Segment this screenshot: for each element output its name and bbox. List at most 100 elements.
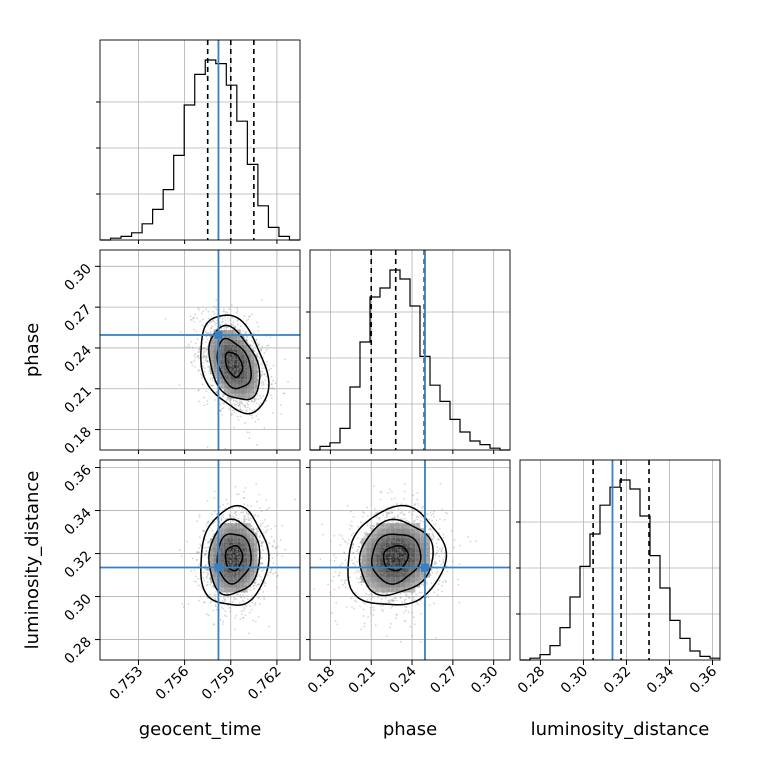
scatter-geocent_time-vs-phase-point-685 [237, 360, 240, 363]
scatter-phase-vs-luminosity_distance-density-cell-6-10 [390, 538, 396, 544]
scatter-geocent_time-vs-phase-point-82 [245, 409, 248, 412]
scatter-phase-vs-luminosity_distance-point-1385 [421, 573, 424, 575]
scatter-phase-vs-luminosity_distance-point-1180 [390, 539, 392, 542]
scatter-phase-vs-luminosity_distance-point-1196 [397, 554, 399, 557]
scatter-phase-vs-luminosity_distance-point-433 [422, 505, 425, 508]
scatter-geocent_time-vs-phase-point-1226 [260, 363, 263, 366]
scatter-geocent_time-vs-phase-density-cell-7-0 [233, 393, 238, 399]
scatter-geocent_time-vs-phase-point-444 [226, 356, 229, 359]
scatter-geocent_time-vs-phase-point-178 [222, 395, 225, 398]
scatter-geocent_time-vs-luminosity_distance-point-115 [242, 594, 244, 597]
scatter-geocent_time-vs-phase-point-580 [236, 319, 239, 321]
scatter-phase-vs-luminosity_distance-density-cell-13-7 [425, 552, 430, 558]
scatter-phase-vs-luminosity_distance-frame [309, 459, 511, 661]
scatter-phase-vs-luminosity_distance-point-1144 [392, 562, 395, 565]
scatter-geocent_time-vs-phase-point-726 [218, 363, 221, 366]
scatter-phase-vs-luminosity_distance-point-115 [426, 543, 429, 546]
scatter-phase-vs-luminosity_distance-point-693 [422, 521, 424, 523]
scatter-phase-vs-luminosity_distance-point-754 [415, 532, 418, 534]
scatter-phase-vs-luminosity_distance-point-357 [408, 568, 411, 571]
scatter-geocent_time-vs-phase-point-732 [226, 355, 228, 358]
scatter-geocent_time-vs-luminosity_distance-point-69 [268, 625, 270, 628]
scatter-geocent_time-vs-luminosity_distance-point-1028 [214, 559, 217, 562]
scatter-phase-vs-luminosity_distance-point-756 [364, 602, 367, 605]
scatter-geocent_time-vs-luminosity_distance-point-850 [236, 531, 238, 534]
scatter-phase-vs-luminosity_distance-point-609 [378, 519, 381, 521]
scatter-geocent_time-vs-phase-point-254 [273, 388, 276, 391]
scatter-phase-vs-luminosity_distance-point-1236 [415, 545, 417, 548]
scatter-geocent_time-vs-phase-point-442 [269, 336, 272, 339]
scatter-phase-vs-luminosity_distance-point-1235 [396, 587, 398, 590]
scatter-geocent_time-vs-phase-point-1143 [246, 406, 249, 409]
scatter-phase-vs-luminosity_distance-point-320 [404, 605, 406, 608]
scatter-phase-vs-luminosity_distance-point-571 [377, 550, 379, 553]
scatter-geocent_time-vs-phase-point-636 [249, 382, 252, 385]
scatter-phase-vs-luminosity_distance-point-1 [405, 542, 408, 544]
scatter-geocent_time-vs-phase-point-163 [250, 340, 253, 342]
scatter-geocent_time-vs-luminosity_distance-density-cell-13-8 [254, 547, 258, 553]
scatter-geocent_time-vs-luminosity_distance-density-cell-5-7 [227, 552, 231, 558]
scatter-geocent_time-vs-phase-point-688 [223, 346, 226, 348]
scatter-geocent_time-vs-luminosity_distance-point-277 [261, 557, 263, 559]
scatter-phase-vs-luminosity_distance-point-239 [395, 559, 398, 562]
scatter-geocent_time-vs-phase-point-85 [234, 380, 237, 383]
scatter-geocent_time-vs-phase-point-1020 [230, 356, 233, 359]
scatter-phase-vs-luminosity_distance-point-1392 [430, 536, 432, 538]
scatter-phase-vs-luminosity_distance-point-219 [396, 541, 399, 544]
scatter-geocent_time-vs-phase-point-421 [197, 354, 200, 357]
scatter-geocent_time-vs-luminosity_distance-point-17 [242, 546, 245, 548]
frames-layer [99, 39, 721, 661]
scatter-geocent_time-vs-luminosity_distance-point-415 [235, 614, 238, 617]
scatter-geocent_time-vs-luminosity_distance-point-919 [265, 548, 268, 551]
scatter-geocent_time-vs-phase-point-1261 [238, 354, 241, 357]
scatter-geocent_time-vs-luminosity_distance-point-1205 [250, 538, 253, 541]
scatter-geocent_time-vs-phase-point-37 [239, 403, 241, 406]
scatter-geocent_time-vs-luminosity_distance-point-983 [228, 577, 230, 580]
scatter-geocent_time-vs-phase-point-876 [228, 357, 231, 360]
scatter-geocent_time-vs-phase-point-825 [241, 358, 244, 361]
scatter-geocent_time-vs-phase-point-655 [201, 312, 203, 315]
scatter-phase-vs-luminosity_distance-point-312 [436, 546, 439, 548]
scatter-geocent_time-vs-phase-point-697 [220, 358, 223, 361]
scatter-geocent_time-vs-luminosity_distance-point-351 [227, 572, 229, 575]
scatter-phase-vs-luminosity_distance-point-762 [444, 579, 447, 582]
scatter-geocent_time-vs-luminosity_distance-point-569 [212, 562, 215, 565]
scatter-geocent_time-vs-phase-density-cell-4-2 [223, 383, 228, 389]
scatter-geocent_time-vs-phase-point-173 [213, 362, 216, 365]
scatter-geocent_time-vs-phase-density-cell-7-5 [233, 369, 238, 375]
scatter-geocent_time-vs-phase-point-735 [221, 317, 224, 320]
scatter-phase-vs-luminosity_distance-point-293 [389, 527, 392, 530]
scatter-geocent_time-vs-luminosity_distance-point-465 [252, 549, 254, 552]
scatter-geocent_time-vs-luminosity_distance-point-1337 [238, 595, 241, 598]
scatter-geocent_time-vs-luminosity_distance-point-530 [209, 577, 212, 580]
scatter-geocent_time-vs-luminosity_distance-point-1321 [215, 550, 218, 553]
scatter-geocent_time-vs-phase-point-1377 [243, 374, 246, 377]
scatter-geocent_time-vs-phase-point-76 [241, 393, 244, 395]
scatter-geocent_time-vs-luminosity_distance-point-689 [241, 529, 243, 532]
scatter-geocent_time-vs-phase-density-cell-4-1 [223, 388, 228, 394]
scatter-geocent_time-vs-phase-density-cell-10-2 [244, 383, 248, 389]
scatter-phase-vs-luminosity_distance-point-460 [433, 560, 436, 563]
scatter-geocent_time-vs-luminosity_distance-point-736 [197, 584, 200, 587]
scatter-phase-vs-luminosity_distance-point-438 [387, 589, 390, 592]
scatter-geocent_time-vs-luminosity_distance-point-297 [222, 563, 225, 566]
scatter-geocent_time-vs-luminosity_distance-point-107 [226, 502, 229, 505]
scatter-geocent_time-vs-phase-point-722 [223, 380, 225, 382]
scatter-geocent_time-vs-luminosity_distance-density-cell-4-5 [223, 562, 228, 568]
scatter-geocent_time-vs-phase-point-869 [270, 367, 273, 370]
scatter-geocent_time-vs-phase-point-168 [247, 371, 250, 374]
scatter-geocent_time-vs-luminosity_distance-point-726 [223, 561, 226, 564]
scatter-phase-vs-luminosity_distance-point-51 [433, 591, 436, 594]
scatter-phase-vs-luminosity_distance-point-470 [418, 522, 421, 525]
scatter-geocent_time-vs-phase-density-cell-6-7 [230, 359, 234, 365]
scatter-phase-vs-luminosity_distance-point-974 [368, 546, 370, 549]
scatter-phase-vs-luminosity_distance-point-387 [410, 529, 413, 532]
scatter-geocent_time-vs-luminosity_distance-point-512 [238, 556, 241, 559]
scatter-geocent_time-vs-luminosity_distance-point-822 [227, 592, 230, 595]
scatter-phase-vs-luminosity_distance-point-1298 [387, 522, 390, 524]
scatter-geocent_time-vs-phase-point-340 [228, 376, 231, 379]
scatter-phase-vs-luminosity_distance-density-cell-12-12 [420, 528, 426, 534]
scatter-geocent_time-vs-luminosity_distance-point-388 [234, 485, 237, 488]
scatter-phase-vs-luminosity_distance-point-1314 [401, 583, 404, 586]
scatter-geocent_time-vs-luminosity_distance-point-1206 [238, 544, 241, 546]
